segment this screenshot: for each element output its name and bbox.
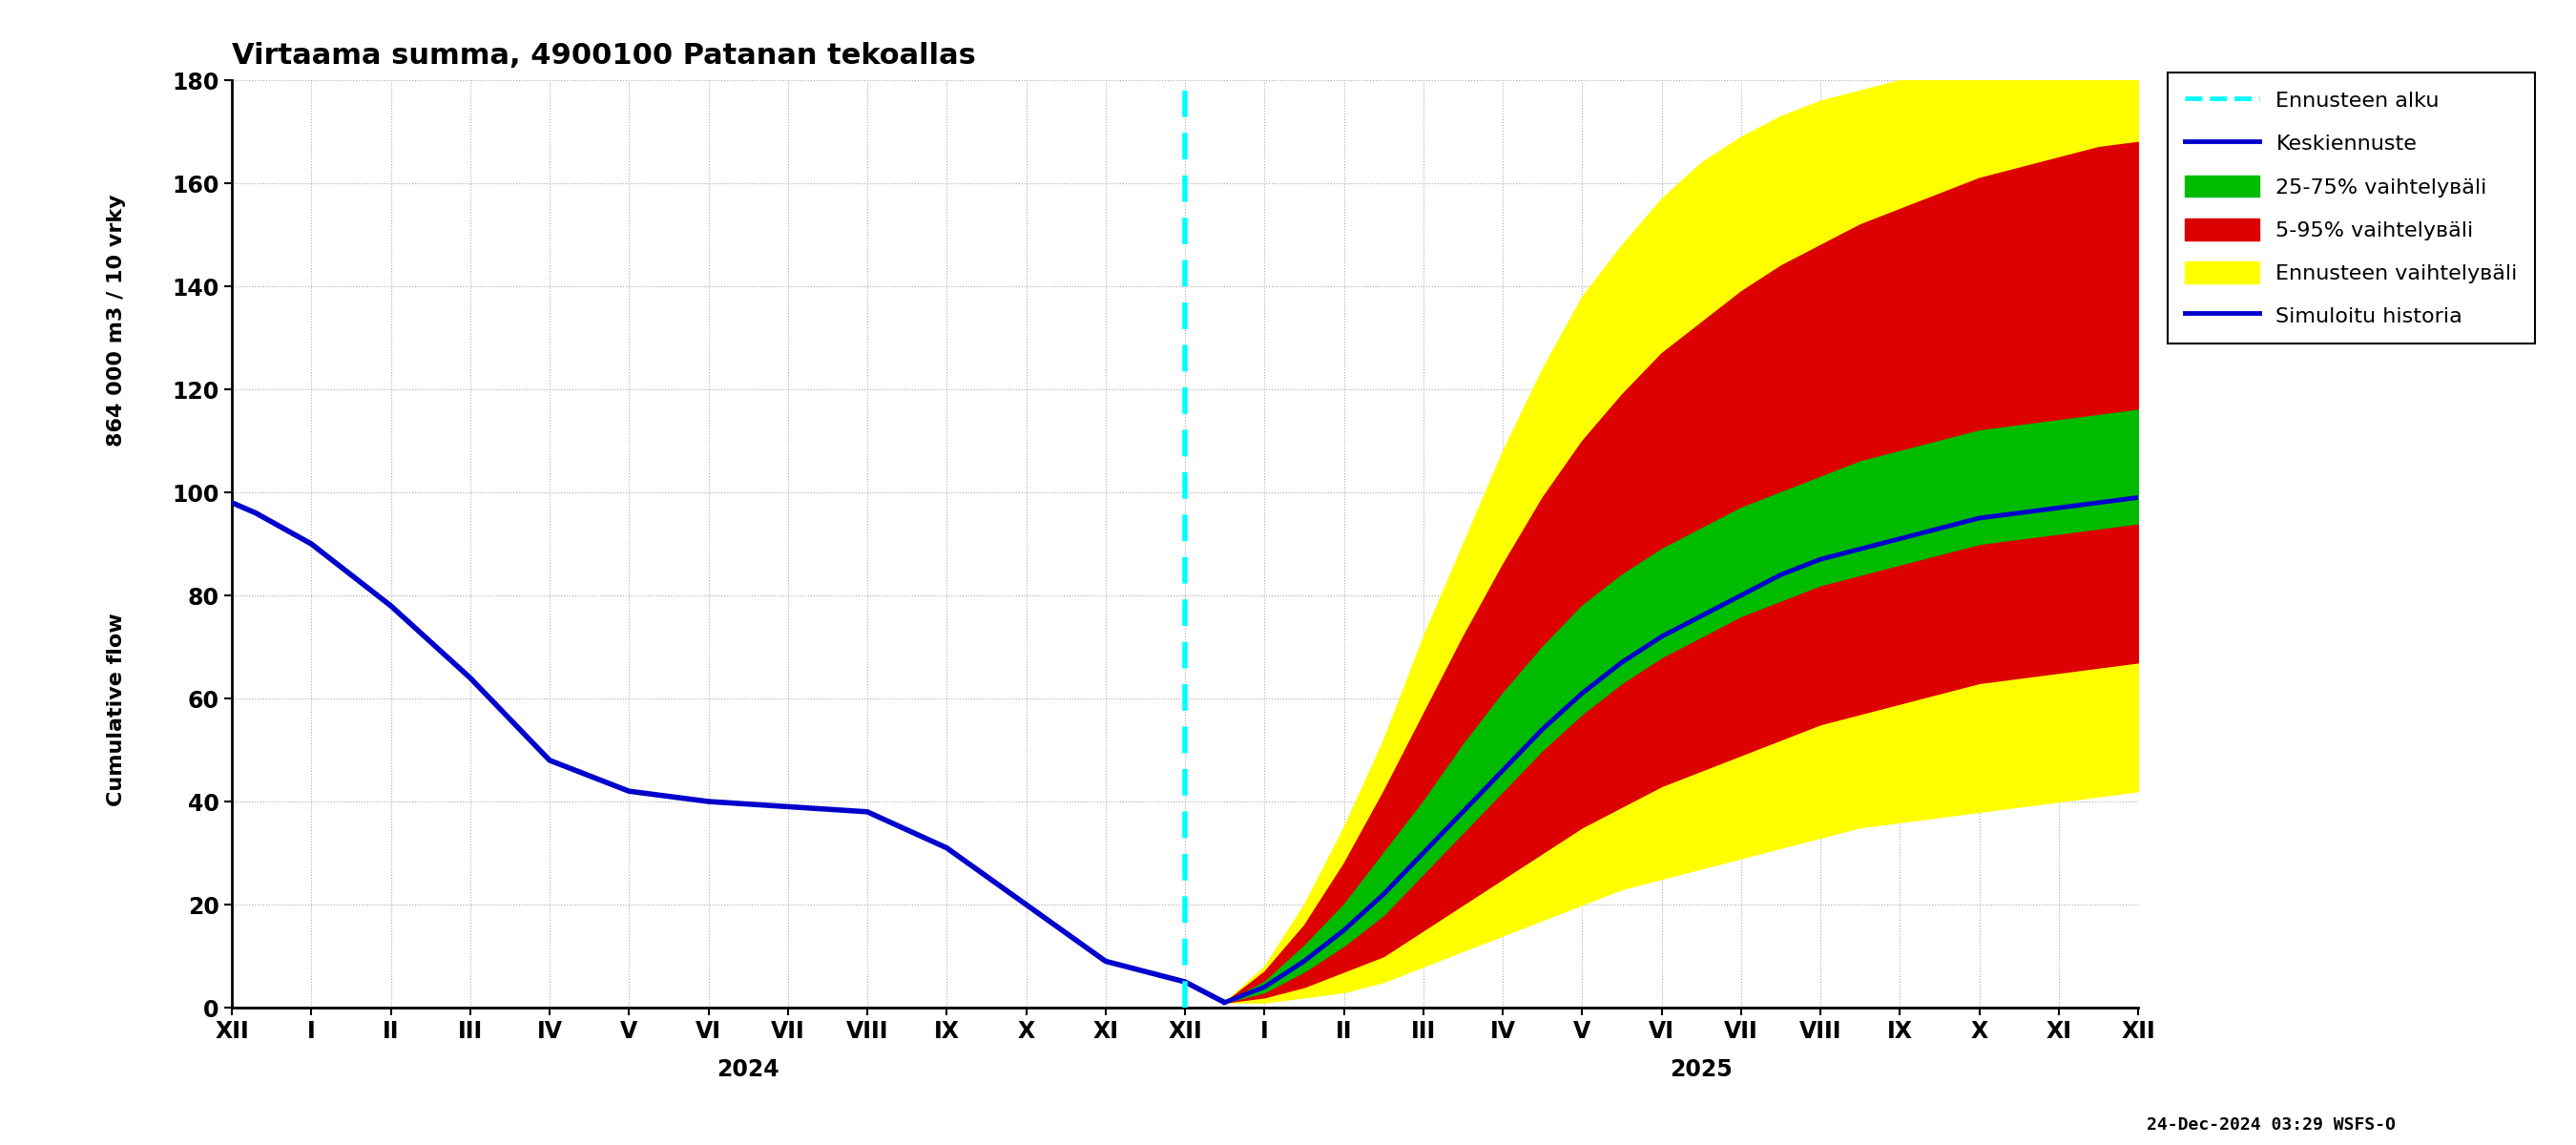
Text: 24-Dec-2024 03:29 WSFS-O: 24-Dec-2024 03:29 WSFS-O (2146, 1116, 2396, 1134)
Text: Virtaama summa, 4900100 Patanan tekoallas: Virtaama summa, 4900100 Patanan tekoalla… (232, 42, 976, 70)
Legend: Ennusteen alku, Keskiennuste, 25-75% vaihtelувäli, 5-95% vaihtelувäli, Ennusteen: Ennusteen alku, Keskiennuste, 25-75% vai… (2169, 72, 2535, 344)
Text: 2024: 2024 (716, 1058, 781, 1081)
Text: Cumulative flow: Cumulative flow (106, 614, 126, 806)
Text: 2025: 2025 (1669, 1058, 1734, 1081)
Text: 864 000 m3 / 10 vrky: 864 000 m3 / 10 vrky (106, 195, 126, 447)
